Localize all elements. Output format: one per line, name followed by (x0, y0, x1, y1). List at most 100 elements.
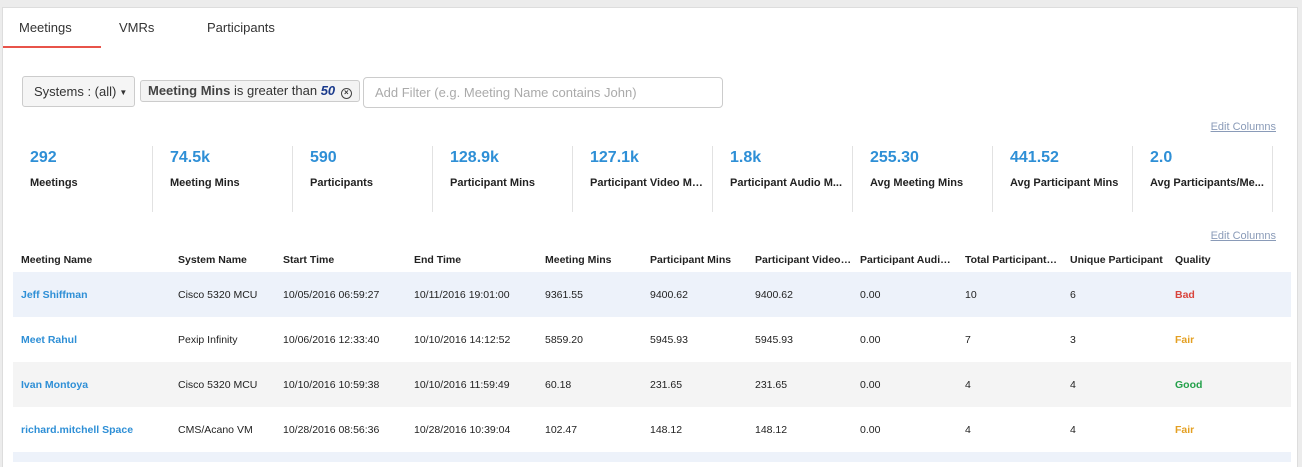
table-row[interactable]: Ivan Montoya Cisco 5320 MCU 10/10/2016 1… (13, 362, 1291, 407)
close-icon[interactable]: × (340, 88, 352, 99)
stat-avg-meeting-mins: 255.30 Avg Meeting Mins (853, 146, 993, 212)
table-cell: CMS/Acano VM (178, 423, 253, 436)
column-header[interactable]: Participant Mins (650, 254, 732, 266)
stat-label: Participant Video Mins (590, 177, 708, 189)
column-header[interactable]: Start Time (283, 254, 335, 266)
column-header-label: Total Participants (965, 254, 1053, 266)
column-header[interactable]: Quality (1175, 254, 1211, 266)
meetings-table: Meeting Name System Name Start Time End … (13, 250, 1291, 462)
table-row[interactable]: Meet Rahul Pexip Infinity 10/06/2016 12:… (13, 317, 1291, 362)
meeting-name-link[interactable]: richard.mitchell Space (21, 423, 134, 436)
table-cell: 10/11/2016 19:01:00 (414, 288, 510, 301)
stat-avg-participant-mins: 441.52 Avg Participant Mins (993, 146, 1133, 212)
meetings-panel: Meetings VMRs Participants Systems : (al… (2, 7, 1298, 467)
meeting-name-link[interactable]: Jeff Shiffman (21, 288, 88, 301)
filter-chip-field: Meeting Mins (148, 83, 231, 98)
table-cell: Cisco 5320 MCU (178, 378, 258, 391)
filter-chip[interactable]: Meeting Mins is greater than 50 × (140, 80, 360, 102)
systems-dropdown[interactable]: Systems : (all) ▼ (22, 76, 135, 107)
table-cell: 9400.62 (650, 288, 688, 301)
table-row[interactable]: Jeff Shiffman Cisco 5320 MCU 10/05/2016 … (13, 272, 1291, 317)
stat-avg-participants-per-meeting: 2.0 Avg Participants/Me... (1133, 146, 1273, 212)
stat-label: Avg Participant Mins (1010, 177, 1119, 189)
column-header[interactable]: Participant Video M... (755, 254, 852, 266)
column-header[interactable]: Meeting Name (21, 254, 93, 266)
stat-value: 1.8k (730, 149, 762, 166)
table-cell: 7 (965, 333, 971, 346)
stat-value: 128.9k (450, 149, 499, 166)
stat-participants: 590 Participants (293, 146, 433, 212)
stat-participant-mins: 128.9k Participant Mins (433, 146, 573, 212)
table-cell: 4 (965, 423, 971, 436)
column-header[interactable]: System Name (178, 254, 247, 266)
stat-value: 2.0 (1150, 149, 1173, 166)
stat-label: Avg Meeting Mins (870, 177, 964, 189)
stat-participant-audio-mins: 1.8k Participant Audio M... (713, 146, 853, 212)
systems-dropdown-label: Systems : (all) (34, 84, 117, 99)
column-header[interactable]: Participant Audio M... (860, 254, 957, 266)
table-cell: 4 (1070, 423, 1076, 436)
stat-value: 590 (310, 149, 337, 166)
column-header[interactable]: End Time (414, 254, 462, 266)
tab-vmrs[interactable]: VMRs (119, 20, 155, 35)
quality-badge: Bad (1175, 288, 1195, 301)
table-cell: Cisco 5320 MCU (178, 288, 258, 301)
table-cell: 3 (1070, 333, 1076, 346)
table-cell: 102.47 (545, 423, 578, 436)
table-cell: 4 (1070, 378, 1076, 391)
stat-label: Meeting Mins (170, 177, 240, 189)
filter-chip-operator: is greater than (233, 83, 318, 98)
table-cell: 10/28/2016 10:39:04 (414, 423, 511, 436)
column-header[interactable]: Unique Participant (1070, 254, 1163, 266)
filter-chip-value: 50 (320, 83, 336, 98)
table-cell: 6 (1070, 288, 1076, 301)
edit-columns-link-table[interactable]: Edit Columns (1210, 230, 1276, 242)
stat-label: Participant Mins (450, 177, 535, 189)
table-row[interactable]: richard.mitchell Space CMS/Acano VM 10/2… (13, 407, 1291, 452)
meeting-name-link[interactable]: Ivan Montoya (21, 378, 89, 391)
stat-label: Participant Audio M... (730, 177, 843, 189)
table-cell: 0.00 (860, 423, 881, 436)
stat-label: Participants (310, 177, 373, 189)
table-cell: 148.12 (650, 423, 683, 436)
table-cell: 10 (965, 288, 977, 301)
stat-value: 74.5k (170, 149, 211, 166)
column-header-sorted[interactable]: Total Participants▼ (957, 250, 1062, 272)
table-cell: 231.65 (755, 378, 788, 391)
table-cell: 10/06/2016 12:33:40 (283, 333, 380, 346)
quality-badge: Good (1175, 378, 1203, 391)
table-cell: 9361.55 (545, 288, 583, 301)
table-cell: 4 (965, 378, 971, 391)
table-cell: 9400.62 (755, 288, 793, 301)
edit-columns-link-stats[interactable]: Edit Columns (1210, 121, 1276, 133)
column-header[interactable]: Meeting Mins (545, 254, 612, 266)
tab-meetings[interactable]: Meetings (3, 8, 101, 48)
stats-summary: 292 Meetings 74.5k Meeting Mins 590 Part… (13, 146, 1273, 212)
stat-value: 292 (30, 149, 57, 166)
table-cell: 5859.20 (545, 333, 583, 346)
table-cell: 5945.93 (650, 333, 688, 346)
meeting-name-link[interactable]: Meet Rahul (21, 333, 78, 346)
table-cell: 148.12 (755, 423, 788, 436)
table-cell: 10/28/2016 08:56:36 (283, 423, 380, 436)
table-cell: 0.00 (860, 378, 881, 391)
tab-bar: Meetings VMRs Participants (3, 8, 324, 48)
stat-value: 127.1k (590, 149, 639, 166)
table-cell: 10/10/2016 14:12:52 (414, 333, 511, 346)
stat-participant-video-mins: 127.1k Participant Video Mins (573, 146, 713, 212)
table-cell: 0.00 (860, 288, 881, 301)
table-header: Meeting Name System Name Start Time End … (13, 250, 1291, 272)
table-cell: 0.00 (860, 333, 881, 346)
stat-meetings: 292 Meetings (13, 146, 153, 212)
stat-meeting-mins: 74.5k Meeting Mins (153, 146, 293, 212)
table-cell: Pexip Infinity (178, 333, 238, 346)
add-filter-input[interactable] (363, 77, 723, 108)
table-cell: 10/10/2016 11:59:49 (414, 378, 510, 391)
quality-badge: Fair (1175, 423, 1195, 436)
table-row-partial (13, 452, 1291, 462)
tab-participants[interactable]: Participants (207, 20, 275, 35)
table-cell: 10/05/2016 06:59:27 (283, 288, 380, 301)
stat-label: Avg Participants/Me... (1150, 177, 1264, 189)
table-cell: 5945.93 (755, 333, 793, 346)
caret-down-icon: ▼ (119, 88, 128, 97)
